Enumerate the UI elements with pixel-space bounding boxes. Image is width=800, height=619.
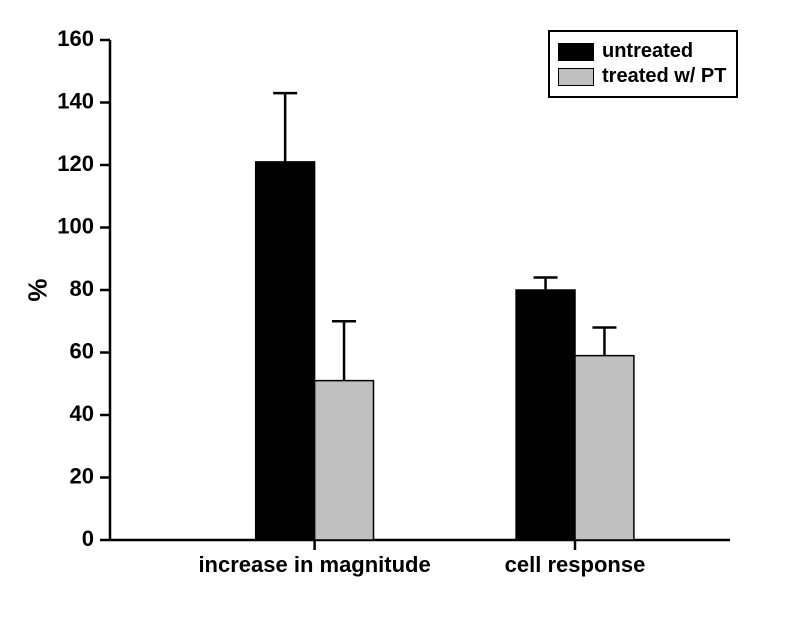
legend-label: untreated (602, 40, 693, 63)
bar (516, 290, 575, 540)
legend-swatch (558, 43, 594, 61)
y-tick-label: 80 (70, 276, 94, 301)
x-category-label: increase in magnitude (198, 552, 430, 577)
y-axis-label: % (23, 278, 54, 301)
bar (256, 162, 315, 540)
y-tick-label: 140 (57, 88, 94, 113)
y-tick-label: 120 (57, 151, 94, 176)
legend-swatch (558, 68, 594, 86)
y-tick-label: 100 (57, 213, 94, 238)
y-tick-label: 0 (82, 526, 94, 551)
x-category-label: cell response (505, 552, 646, 577)
legend: untreatedtreated w/ PT (548, 30, 738, 98)
bar (575, 356, 634, 540)
y-tick-label: 20 (70, 463, 94, 488)
bar-chart: 0 20 40 60 80 100 120 140 160 increase in magnitu… (0, 0, 800, 619)
legend-item: treated w/ PT (558, 65, 726, 88)
y-tick-label: 40 (70, 401, 94, 426)
bar (315, 381, 374, 540)
y-tick-label: 60 (70, 338, 94, 363)
y-tick-label: 160 (57, 26, 94, 51)
legend-label: treated w/ PT (602, 65, 726, 88)
legend-item: untreated (558, 40, 726, 63)
